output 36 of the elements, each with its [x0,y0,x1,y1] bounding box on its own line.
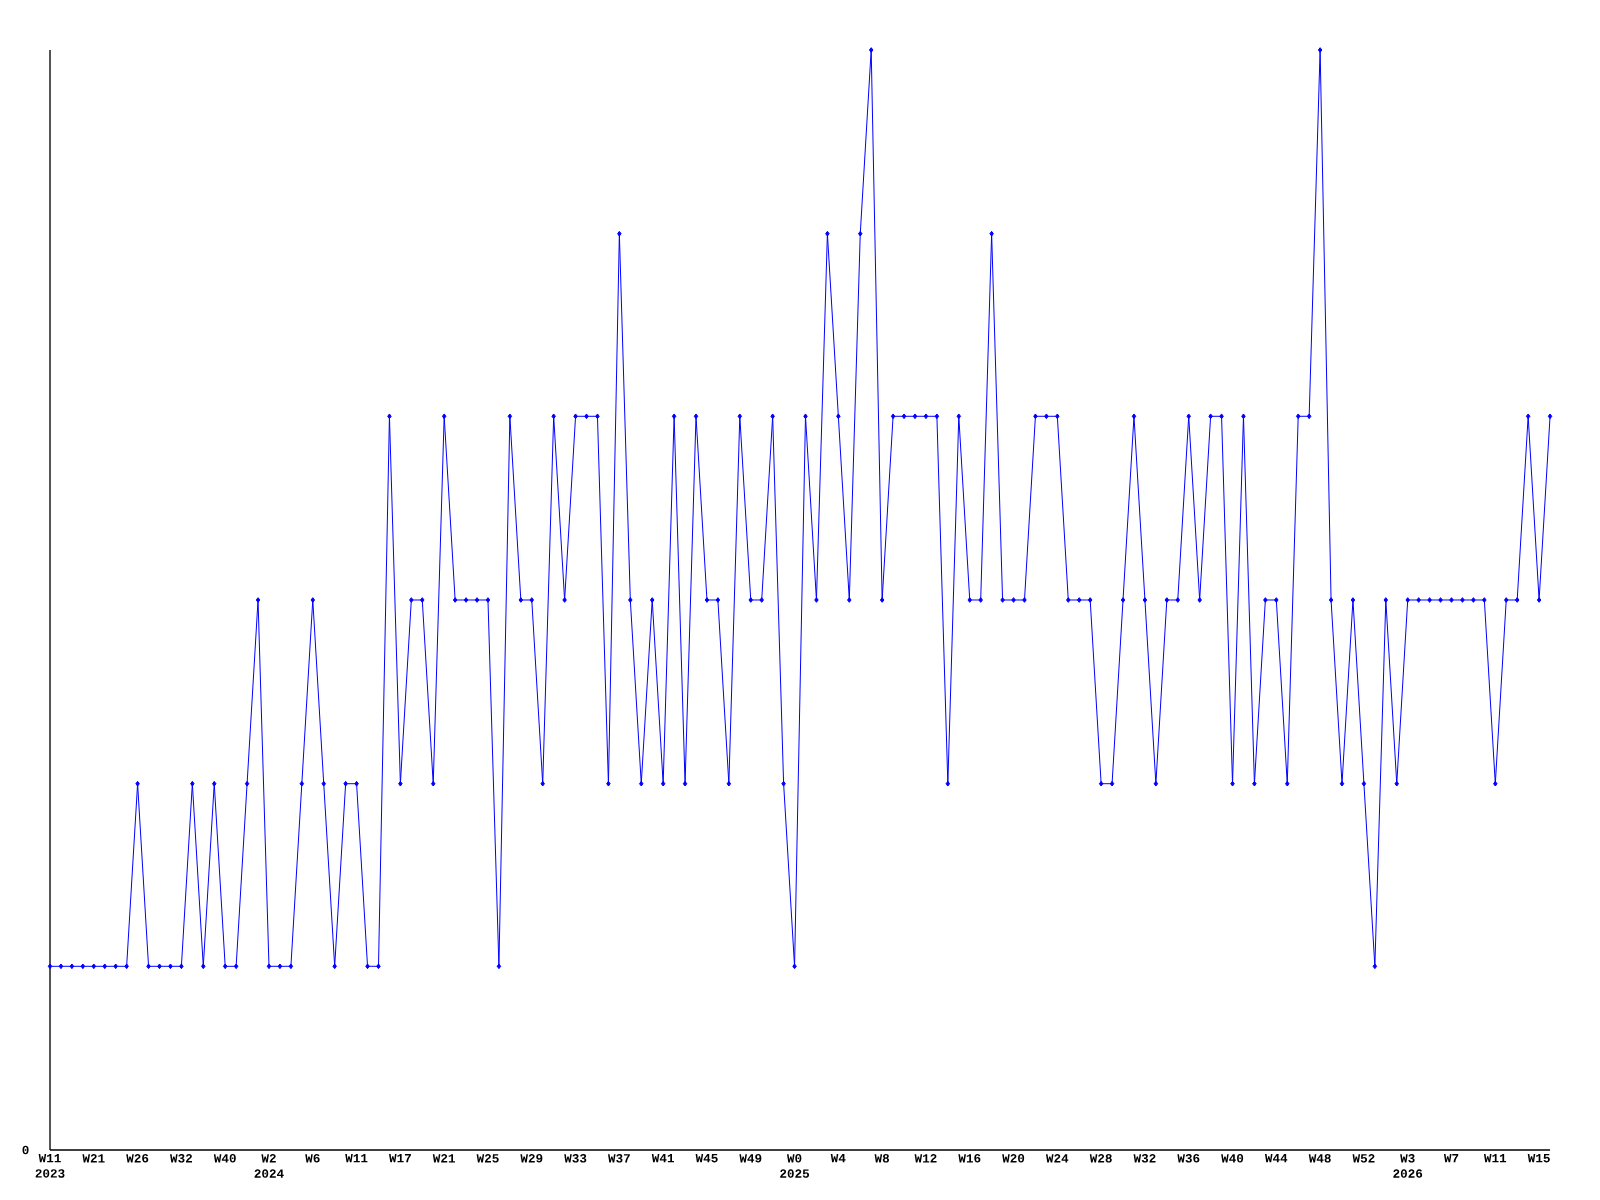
x-tick-label: W20 [1002,1154,1025,1163]
x-tick-label: W49 [739,1154,762,1163]
x-tick-label: W24 [1045,1154,1069,1163]
x-tick-label: W15 [1527,1154,1550,1163]
x-tick-label: W33 [564,1154,587,1163]
x-tick-label: W11 [345,1154,368,1163]
x-tick-label: W21 [82,1154,105,1163]
x-tick-label: W44 [1264,1154,1288,1163]
x-tick-label: W6 [305,1154,320,1163]
x-tick-label: W2 2024 [254,1154,284,1178]
x-tick-label: W48 [1308,1154,1331,1163]
x-tick-label: W32 [170,1154,192,1163]
x-tick-label: W17 [389,1154,411,1163]
x-tick-label: W16 [958,1154,981,1163]
x-tick-label: W52 [1352,1154,1375,1163]
x-tick-label: W40 [1221,1154,1244,1163]
x-tick-label: W12 [914,1154,937,1163]
x-tick-label: W7 [1443,1154,1459,1163]
x-tick-label: W21 [432,1154,455,1163]
x-tick-label: W40 [213,1154,236,1163]
x-tick-label: W25 [476,1154,499,1163]
x-tick-label: W36 [1177,1154,1200,1163]
x-tick-label: W26 [126,1154,149,1163]
x-tick-label: W41 [651,1154,674,1163]
x-tick-label: W28 [1089,1154,1112,1163]
x-tick-label: W32 [1133,1154,1156,1163]
x-tick-label: W29 [520,1154,543,1163]
x-tick-label: W3 2026 [1393,1154,1423,1178]
text: 0 [22,1145,29,1155]
x-tick-label: W8 [874,1154,890,1163]
x-tick-label: W37 [608,1154,630,1163]
x-tick-label: W45 [695,1154,718,1163]
x-tick-label: W11 2023 [35,1154,65,1178]
x-tick-label: W0 2025 [780,1154,810,1178]
x-tick-label: W11 [1483,1154,1507,1163]
x-tick-label: W4 [830,1154,846,1163]
